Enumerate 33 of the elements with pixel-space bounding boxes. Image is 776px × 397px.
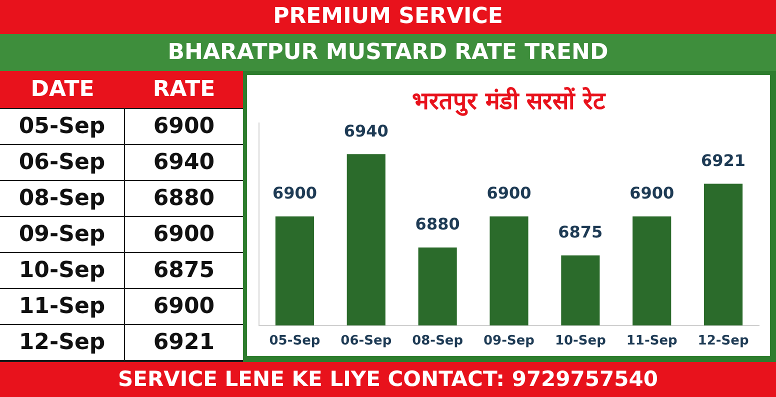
text: DATE xyxy=(30,76,96,104)
category-label: 10-Sep xyxy=(18,258,106,283)
category-label: 06-Sep xyxy=(18,150,106,175)
chart-title: भरतपुर मंडी सरसों रेट xyxy=(410,86,607,115)
chart-subtitle: BHARATPUR MUSTARD RATE TREND xyxy=(0,34,776,71)
text: 6921 xyxy=(153,330,215,355)
text: PREMIUM SERVICE xyxy=(0,0,776,34)
category-label: 08-Sep xyxy=(18,186,106,211)
text: 6900 xyxy=(153,114,215,139)
category-label: 11-Sep xyxy=(18,294,106,319)
data-label: 6880 xyxy=(415,214,460,234)
text: SERVICE LENE KE LIYE CONTACT: 9729757540 xyxy=(0,362,776,397)
text: 6900 xyxy=(153,222,215,247)
data-label: 6875 xyxy=(558,222,603,242)
text: 6940 xyxy=(153,150,215,175)
x-tick-label: 12-Sep xyxy=(698,334,749,349)
text: 6880 xyxy=(153,186,215,211)
data-label: 6940 xyxy=(344,121,388,140)
x-tick-label: 09-Sep xyxy=(484,334,534,349)
category-label: 05-Sep xyxy=(18,114,106,139)
text: 6875 xyxy=(153,258,215,283)
data-label: 6921 xyxy=(701,150,746,170)
x-tick-label: 06-Sep xyxy=(340,334,392,349)
x-tick-label: 10-Sep xyxy=(554,334,606,349)
x-tick-label: 08-Sep xyxy=(412,334,464,349)
data-label: 6900 xyxy=(630,184,674,203)
text: 6900 xyxy=(153,294,215,319)
data-label: 6900 xyxy=(486,184,532,203)
category-label: 09-Sep xyxy=(18,222,106,247)
text: RATE xyxy=(152,76,216,104)
data-label: 6900 xyxy=(272,184,317,203)
x-tick-label: 05-Sep xyxy=(269,334,320,349)
x-tick-label: 11-Sep xyxy=(626,334,678,349)
